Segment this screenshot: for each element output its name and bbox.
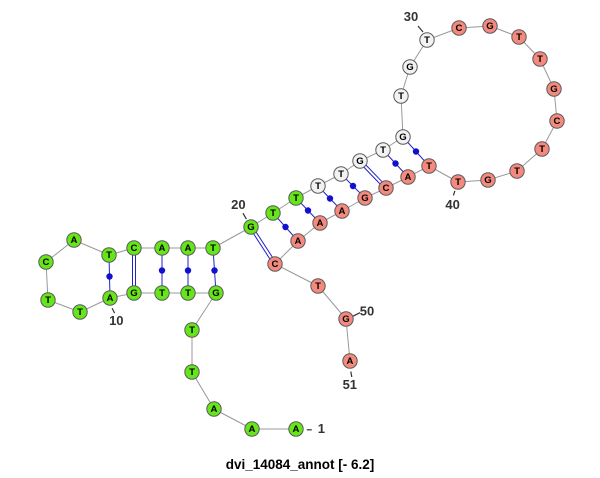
svg-text:A: A (107, 293, 114, 304)
svg-text:G: G (342, 314, 349, 325)
svg-text:T: T (537, 54, 543, 65)
svg-text:G: G (550, 84, 557, 95)
svg-text:A: A (317, 218, 324, 229)
svg-text:G: G (486, 21, 493, 32)
svg-text:T: T (516, 32, 522, 43)
svg-text:A: A (249, 424, 256, 435)
svg-text:C: C (43, 257, 50, 268)
svg-text:T: T (315, 181, 321, 192)
svg-text:T: T (398, 91, 404, 102)
svg-text:A: A (405, 172, 412, 183)
svg-text:G: G (484, 175, 491, 186)
svg-text:A: A (293, 424, 300, 435)
svg-text:G: G (247, 222, 254, 233)
svg-text:C: C (456, 23, 463, 34)
svg-text:30: 30 (404, 9, 418, 24)
svg-text:T: T (189, 325, 195, 336)
svg-text:T: T (539, 144, 545, 155)
svg-text:G: G (356, 156, 363, 167)
svg-text:T: T (424, 35, 430, 46)
svg-text:1: 1 (318, 421, 325, 436)
svg-text:T: T (380, 145, 386, 156)
svg-text:A: A (185, 243, 192, 254)
svg-text:T: T (270, 208, 276, 219)
svg-text:20: 20 (231, 197, 245, 212)
svg-text:A: A (347, 356, 354, 367)
svg-text:40: 40 (445, 197, 459, 212)
svg-text:G: G (361, 193, 368, 204)
svg-text:10: 10 (109, 313, 123, 328)
svg-text:T: T (210, 243, 216, 254)
svg-text:T: T (293, 193, 299, 204)
svg-text:T: T (315, 281, 321, 292)
svg-text:51: 51 (343, 377, 357, 392)
svg-text:G: G (399, 132, 406, 143)
svg-text:T: T (455, 177, 461, 188)
svg-text:A: A (159, 243, 166, 254)
svg-text:G: G (406, 62, 413, 73)
svg-text:T: T (514, 166, 520, 177)
svg-text:T: T (185, 288, 191, 299)
svg-text:T: T (77, 307, 83, 318)
svg-text:T: T (45, 295, 51, 306)
svg-text:A: A (295, 236, 302, 247)
svg-text:dvi_14084_annot [- 6.2]: dvi_14084_annot [- 6.2] (226, 457, 375, 472)
svg-text:C: C (131, 243, 138, 254)
svg-text:T: T (338, 169, 344, 180)
svg-text:T: T (106, 250, 112, 261)
svg-text:C: C (383, 183, 390, 194)
svg-text:G: G (212, 288, 219, 299)
svg-text:C: C (272, 259, 279, 270)
svg-text:A: A (71, 235, 78, 246)
svg-text:A: A (211, 404, 218, 415)
svg-text:50: 50 (360, 304, 374, 319)
svg-text:G: G (130, 288, 137, 299)
svg-text:A: A (339, 206, 346, 217)
svg-text:T: T (159, 288, 165, 299)
svg-text:T: T (426, 161, 432, 172)
svg-text:T: T (189, 367, 195, 378)
svg-text:C: C (554, 116, 561, 127)
